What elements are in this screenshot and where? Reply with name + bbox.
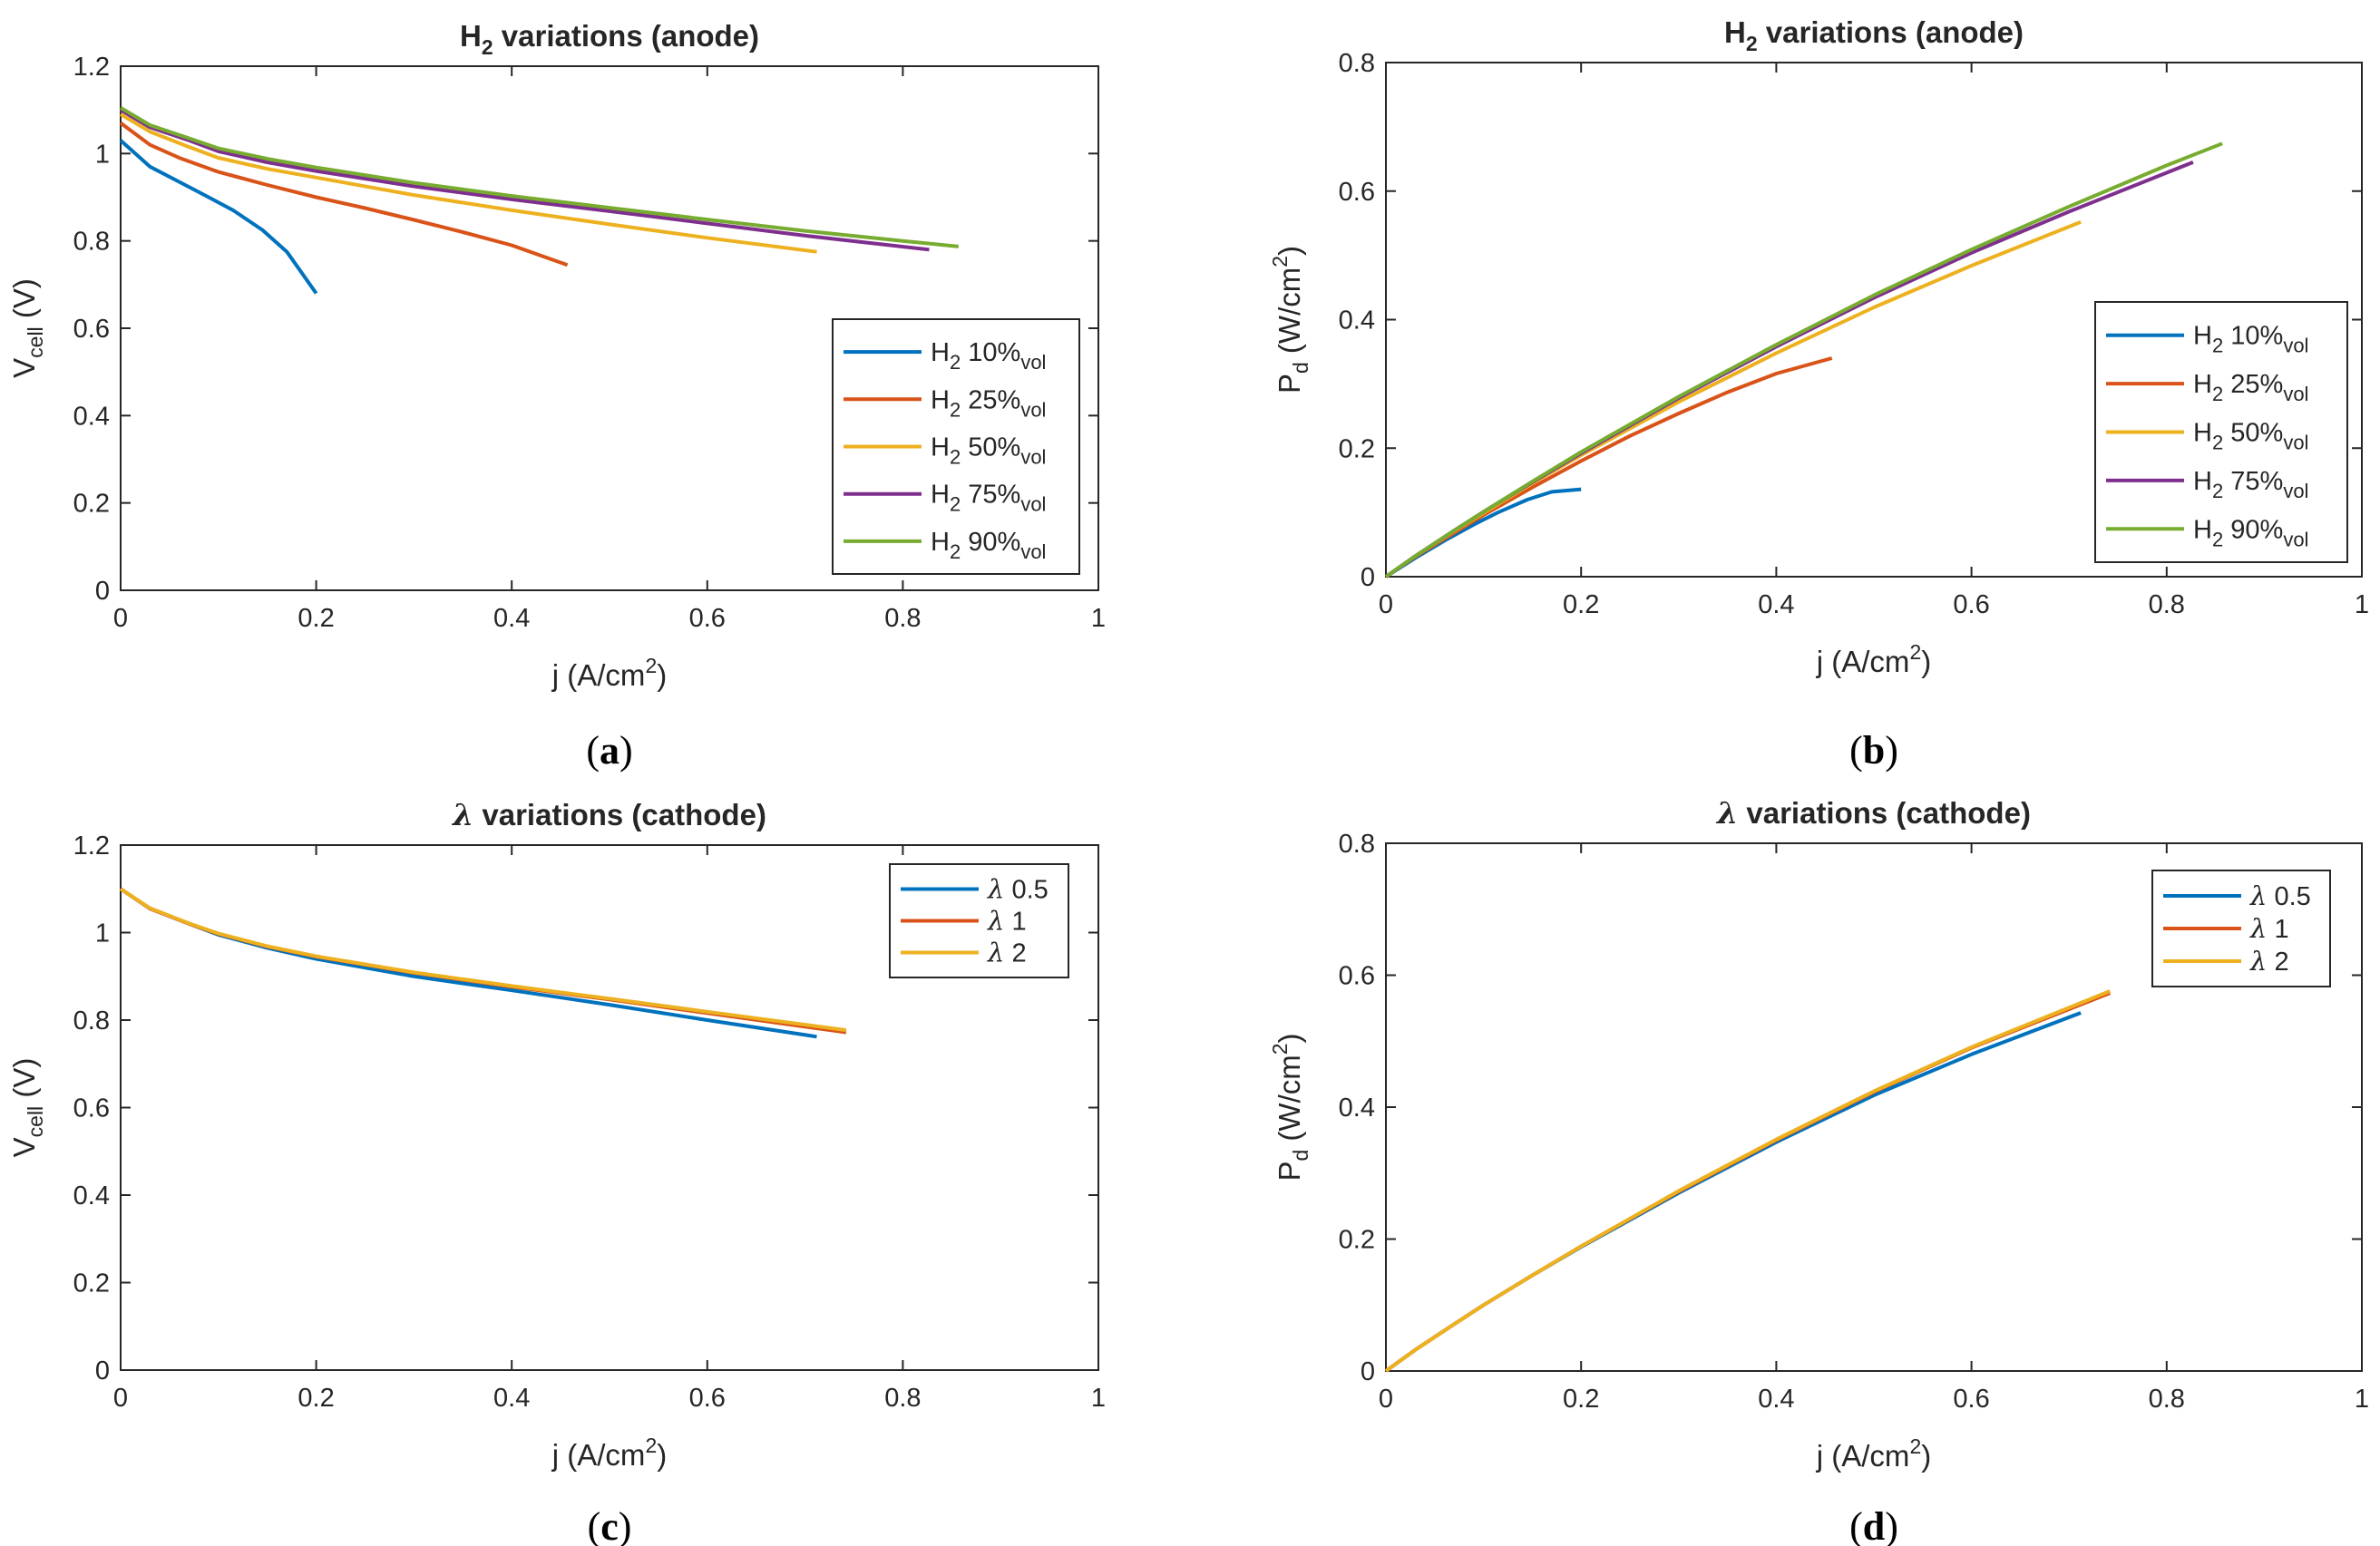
- chart-title: H2 variations (anode): [460, 19, 759, 59]
- chart-panel-a: 0 0.2 0.4 0.6 0.8 1 0 0.2 0.4 0.6 0.8 1 1.2 H2 variat…: [7, 19, 1106, 773]
- y-tick-label: 0.8: [1339, 830, 1375, 859]
- x-tick-label: 1: [1091, 604, 1106, 633]
- chart-title: λ variations (cathode): [451, 797, 766, 832]
- y-tick-label: 0: [95, 1356, 110, 1386]
- x-tick-label: 0.6: [1953, 590, 1989, 619]
- legend-entry: H2 25%vol: [931, 385, 1046, 421]
- x-axis-label: j (A/cm2): [1816, 1434, 1931, 1473]
- x-tick-label: 0.2: [298, 1384, 334, 1413]
- legend-entry: H2 25%vol: [2193, 370, 2308, 405]
- y-tick-label: 1: [95, 140, 110, 169]
- y-tick-label: 0.2: [1339, 434, 1375, 463]
- x-tick-label: 0.4: [493, 1384, 530, 1413]
- y-tick-label: 0: [1361, 563, 1375, 592]
- y-tick-label: 0.4: [1339, 306, 1375, 335]
- x-tick-label: 0.4: [493, 604, 530, 633]
- chart-panel-d: 0 0.2 0.4 0.6 0.8 1 0 0.2 0.4 0.6 0.8 λ variations …: [1268, 795, 2369, 1546]
- series-line-a-2: [119, 112, 817, 254]
- y-tick-label: 0.2: [1339, 1226, 1375, 1255]
- legend-entry: H2 75%vol: [931, 481, 1046, 516]
- chart-panel-c: 0 0.2 0.4 0.6 0.8 1 0 0.2 0.4 0.6 0.8 1 1.2 λ variati…: [7, 797, 1106, 1546]
- x-tick-label: 0.6: [689, 604, 726, 633]
- x-tick-label: 0.4: [1758, 1385, 1794, 1414]
- chart-panel-b: 0 0.2 0.4 0.6 0.8 1 0 0.2 0.4 0.6 0.8 H2 variations…: [1268, 15, 2369, 773]
- legend-entry: H2 90%vol: [931, 528, 1046, 563]
- x-tick-label: 0: [113, 1384, 128, 1413]
- x-tick-label: 0.2: [298, 604, 334, 633]
- y-tick-label: 0.2: [73, 1269, 110, 1298]
- y-tick-label: 0.6: [73, 315, 110, 344]
- y-tick-label: 0.8: [73, 1006, 110, 1036]
- y-tick-label: 0.8: [73, 228, 110, 257]
- y-tick-label: 0.6: [1339, 962, 1375, 991]
- series-line-b-4: [1384, 141, 2223, 579]
- y-tick-label: 0.8: [1339, 49, 1375, 78]
- x-axis-label: j (A/cm2): [551, 654, 667, 692]
- legend: H2 10%vol H2 25%vol H2 50%vol H2 75%vol H2 9…: [832, 318, 1080, 575]
- legend: λ 0.5λ 1λ 2: [2151, 870, 2331, 987]
- series-line-d-2: [1384, 989, 2112, 1373]
- legend-entry: λ 2: [987, 938, 1027, 968]
- panel-label: (d): [1849, 1504, 1898, 1546]
- panel-label: (c): [588, 1504, 632, 1546]
- y-tick-label: 0.2: [73, 490, 110, 519]
- x-tick-label: 0.2: [1563, 1385, 1599, 1414]
- legend-entry: H2 10%vol: [931, 338, 1046, 374]
- legend-entry: λ 1: [2249, 913, 2289, 944]
- panel-label: (b): [1849, 728, 1898, 773]
- y-tick-label: 0.6: [1339, 178, 1375, 207]
- series-line-c-2: [119, 887, 847, 1033]
- y-tick-label: 0: [95, 577, 110, 606]
- chart-title: λ variations (cathode): [1715, 795, 2031, 831]
- x-tick-label: 0: [1379, 590, 1393, 619]
- legend-entry: λ 1: [987, 906, 1027, 937]
- x-tick-label: 0.6: [689, 1384, 726, 1413]
- series-line-a-3: [119, 108, 930, 252]
- y-axis-label: Pd (W/cm2): [1268, 246, 1312, 394]
- x-tick-label: 0.8: [2149, 1385, 2185, 1414]
- x-tick-label: 0.8: [884, 1384, 921, 1413]
- legend-entry: H2 10%vol: [2193, 322, 2308, 357]
- y-tick-label: 1: [95, 919, 110, 948]
- y-axis-label: Vcell (V): [7, 278, 47, 378]
- y-axis-label: Pd (W/cm2): [1268, 1033, 1312, 1181]
- y-tick-label: 0.4: [73, 1181, 110, 1211]
- series-line-a-0: [119, 139, 318, 295]
- x-tick-label: 1: [2355, 1385, 2369, 1414]
- legend-entry: H2 90%vol: [2193, 515, 2308, 550]
- legend-entry: H2 50%vol: [931, 433, 1046, 469]
- x-tick-label: 0.8: [884, 604, 921, 633]
- y-axis-label: Vcell (V): [7, 1058, 47, 1158]
- panel-label: (a): [586, 728, 632, 773]
- x-tick-label: 0.8: [2149, 590, 2185, 619]
- x-axis-label: j (A/cm2): [1816, 640, 1931, 678]
- x-tick-label: 0.4: [1758, 590, 1794, 619]
- x-tick-label: 0.2: [1563, 590, 1599, 619]
- y-tick-label: 0.6: [73, 1094, 110, 1123]
- legend: λ 0.5λ 1λ 2: [889, 863, 1069, 978]
- legend: H2 10%vol H2 25%vol H2 50%vol H2 75%vol H2 9…: [2094, 301, 2348, 563]
- x-tick-label: 1: [2355, 590, 2369, 619]
- series-line-a-4: [119, 106, 960, 248]
- x-tick-label: 0.6: [1953, 1385, 1989, 1414]
- legend-box: [832, 318, 1080, 575]
- y-tick-label: 0.4: [73, 402, 110, 431]
- legend-entry: H2 50%vol: [2193, 419, 2308, 454]
- y-tick-label: 0: [1361, 1357, 1375, 1386]
- y-tick-label: 1.2: [73, 831, 110, 861]
- x-axis-label: j (A/cm2): [551, 1434, 667, 1472]
- y-tick-label: 1.2: [73, 53, 110, 82]
- y-tick-label: 0.4: [1339, 1094, 1375, 1123]
- legend-entry: λ 0.5: [987, 874, 1049, 905]
- chart-title: H2 variations (anode): [1724, 15, 2024, 55]
- series-line-a-1: [119, 121, 569, 267]
- legend-entry: λ 0.5: [2249, 880, 2311, 911]
- legend-entry: H2 75%vol: [2193, 467, 2308, 502]
- x-tick-label: 1: [1091, 1384, 1106, 1413]
- x-tick-label: 0: [113, 604, 128, 633]
- legend-entry: λ 2: [2249, 946, 2289, 977]
- x-tick-label: 0: [1379, 1385, 1393, 1414]
